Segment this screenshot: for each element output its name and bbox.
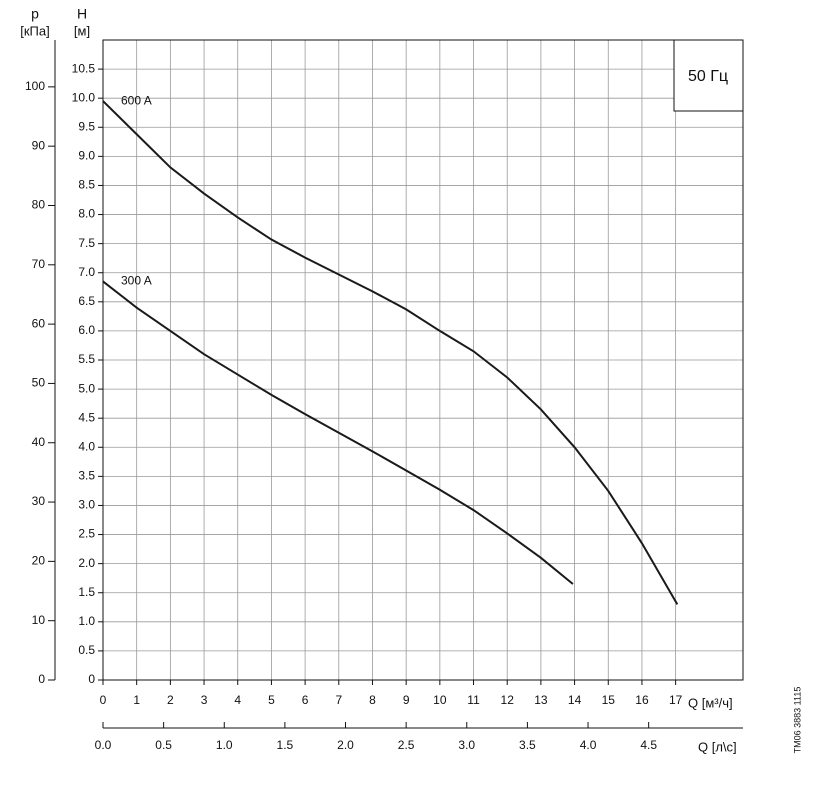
- y2-tick-label: 60: [32, 316, 46, 330]
- y-tick-label: 0.5: [78, 643, 95, 657]
- x-tick-label: 11: [467, 693, 480, 707]
- x2-tick-label: 4.0: [580, 738, 597, 752]
- x-tick-label: 7: [335, 693, 342, 707]
- curve-label: 300 A: [121, 274, 152, 288]
- y-tick-label: 8.0: [78, 207, 95, 221]
- y-tick-label: 2.5: [78, 527, 95, 541]
- y-tick-label: 3.5: [78, 469, 95, 483]
- x-tick-label: 3: [201, 693, 208, 707]
- x2-tick-label: 2.0: [337, 738, 354, 752]
- curve: [102, 280, 574, 585]
- y2-tick-label: 100: [25, 79, 45, 93]
- y2-label-top: p: [31, 6, 39, 22]
- x2-tick-label: 3.0: [458, 738, 475, 752]
- x-tick-label: 6: [302, 693, 309, 707]
- y-tick-label: 8.5: [78, 178, 95, 192]
- y-tick-label: 6.0: [78, 323, 95, 337]
- y-tick-label: 9.0: [78, 149, 95, 163]
- x2-tick-label: 0.0: [95, 738, 112, 752]
- x-tick-label: 13: [534, 693, 548, 707]
- x2-tick-label: 3.5: [519, 738, 536, 752]
- plot-frame: [102, 39, 744, 681]
- y2-tick-label: 0: [38, 672, 45, 686]
- y2-tick-label: 70: [32, 257, 46, 271]
- curve-label: 600 A: [121, 93, 152, 107]
- y-tick-label: 7.5: [78, 236, 95, 250]
- y-tick-label: 6.5: [78, 294, 95, 308]
- y-tick-label: 5.0: [78, 381, 95, 395]
- x2-tick-label: 0.5: [155, 738, 172, 752]
- y-tick-label: 2.0: [78, 556, 95, 570]
- x2-tick-label: 2.5: [398, 738, 415, 752]
- x-tick-label: 15: [602, 693, 616, 707]
- y2-tick-label: 90: [32, 138, 46, 152]
- y-tick-label: 9.5: [78, 119, 95, 133]
- x-axis-label: Q [м³/ч]: [688, 695, 733, 710]
- watermark: TM06 3883 1115: [792, 687, 802, 754]
- x-tick-label: 8: [369, 693, 376, 707]
- x-tick-label: 17: [669, 693, 683, 707]
- y-tick-label: 1.5: [78, 585, 95, 599]
- y-tick-label: 4.0: [78, 439, 95, 453]
- y-label-top: H: [77, 6, 87, 22]
- x-tick-label: 5: [268, 693, 275, 707]
- y2-tick-label: 20: [32, 554, 46, 568]
- y-tick-label: 4.5: [78, 410, 95, 424]
- y2-tick-label: 40: [32, 435, 46, 449]
- y2-tick-label: 10: [32, 613, 46, 627]
- chart-title: 50 Гц: [688, 68, 728, 85]
- y2-tick-label: 80: [32, 198, 46, 212]
- x-tick-label: 0: [100, 693, 107, 707]
- x-tick-label: 4: [234, 693, 241, 707]
- x-tick-label: 16: [635, 693, 649, 707]
- x-tick-label: 14: [568, 693, 582, 707]
- y-tick-label: 10.0: [72, 90, 96, 104]
- y2-tick-label: 30: [32, 494, 46, 508]
- curve: [102, 100, 679, 605]
- title-box: [673, 39, 744, 112]
- x2-tick-label: 1.0: [216, 738, 233, 752]
- x-tick-label: 2: [167, 693, 174, 707]
- x2-tick-label: 4.5: [640, 738, 657, 752]
- x-tick-label: 1: [133, 693, 140, 707]
- x-tick-label: 12: [501, 693, 515, 707]
- y2-label-unit: [кПа]: [20, 23, 50, 38]
- y-tick-label: 7.0: [78, 265, 95, 279]
- y-label-unit: [м]: [74, 23, 90, 38]
- y-tick-label: 10.5: [72, 61, 96, 75]
- x-tick-label: 9: [403, 693, 410, 707]
- y-tick-label: 3.0: [78, 498, 95, 512]
- y-tick-label: 0: [88, 672, 95, 686]
- x2-tick-label: 1.5: [277, 738, 294, 752]
- x-tick-label: 10: [433, 693, 447, 707]
- y-tick-label: 1.0: [78, 614, 95, 628]
- y-tick-label: 5.5: [78, 352, 95, 366]
- y2-tick-label: 50: [32, 376, 46, 390]
- x2-axis-label: Q [л\с]: [698, 739, 737, 754]
